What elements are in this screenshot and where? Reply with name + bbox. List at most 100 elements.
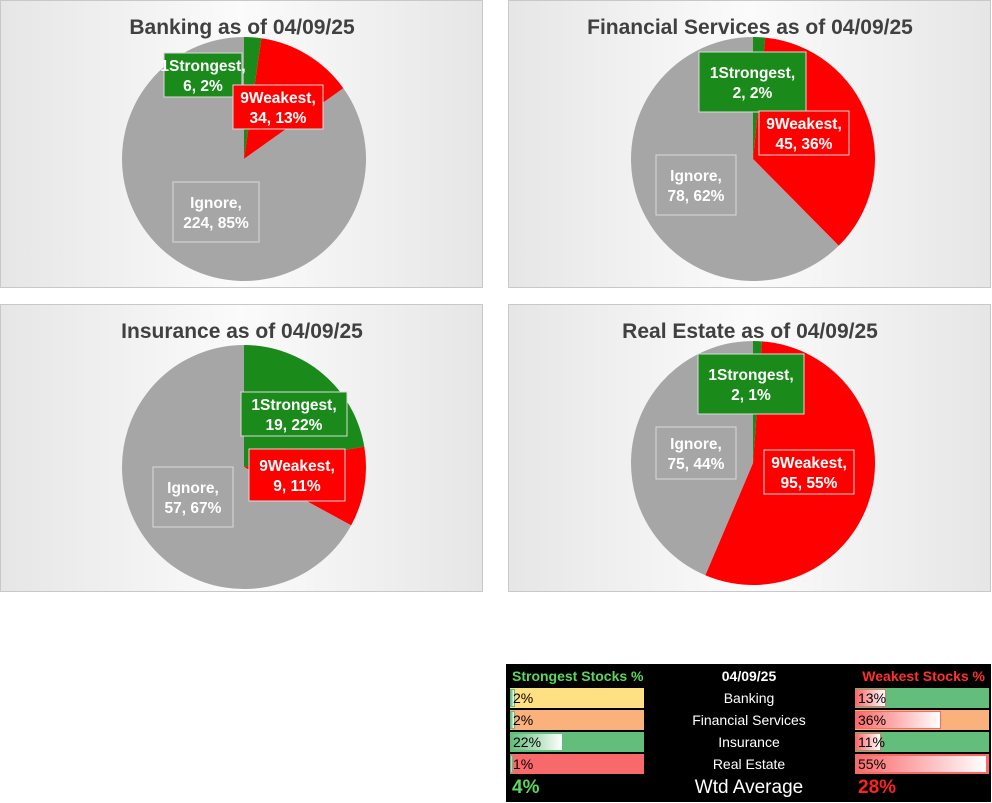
- avg-label: Wtd Average: [694, 777, 804, 798]
- data-label-value: 9, 11%: [273, 478, 321, 495]
- weak-bar: [855, 755, 987, 773]
- weak-value: 13%: [858, 690, 887, 706]
- chart-financial-services: Financial Services as of 04/09/25 1Strong…: [508, 0, 991, 288]
- strong-cell: 2%: [510, 710, 644, 730]
- pie-chart-real-estate: Real Estate as of 04/09/25 1Strongest, 2, …: [622, 320, 878, 586]
- strong-value: 2%: [513, 690, 534, 706]
- summary-average-row: 4% Wtd Average 28%: [508, 776, 989, 800]
- data-label-box: [655, 426, 737, 480]
- data-label-name: 1Strongest,: [251, 397, 336, 414]
- sector-label: Insurance: [646, 732, 852, 752]
- data-label-9weakest: 9Weakest, 45, 36%: [758, 110, 850, 156]
- strong-value: 22%: [513, 734, 542, 750]
- summary-row: 22% Insurance 11%: [508, 732, 989, 753]
- data-label-value: 19, 22%: [266, 417, 323, 434]
- data-label-name: 9Weakest,: [240, 90, 316, 107]
- data-label-box: [152, 466, 234, 528]
- data-label-box: [232, 84, 324, 130]
- summary-row: 2% Banking 13%: [508, 688, 989, 709]
- pie-chart-financial-services: Financial Services as of 04/09/25 1Strong…: [587, 16, 913, 282]
- data-label-ignore: Ignore, 57, 67%: [152, 466, 234, 528]
- strong-value: 1%: [513, 756, 534, 772]
- avg-strong-value: 4%: [512, 777, 540, 798]
- sector-label: Financial Services: [646, 710, 852, 730]
- weak-value: 36%: [858, 712, 887, 728]
- data-label-box: [240, 391, 348, 437]
- data-label-ignore: Ignore, 75, 44%: [655, 426, 737, 480]
- weak-header: Weakest Stocks %: [862, 668, 985, 684]
- sector-label: Real Estate: [646, 754, 852, 774]
- data-label-box: [763, 449, 855, 495]
- data-label-name: Ignore,: [670, 436, 722, 453]
- chart-title: Real Estate as of 04/09/25: [622, 320, 878, 343]
- strong-cell: 2%: [510, 688, 644, 708]
- data-label-value: 78, 62%: [668, 188, 725, 205]
- chart-real-estate: Real Estate as of 04/09/25 1Strongest, 2, …: [508, 304, 991, 592]
- strong-bar: [510, 733, 563, 751]
- pie-chart-insurance: Insurance as of 04/09/25 1Strongest, 19, 2…: [121, 320, 367, 589]
- data-label-name: Ignore,: [167, 480, 219, 497]
- strong-bar: [510, 755, 513, 773]
- chart-title: Insurance as of 04/09/25: [121, 320, 363, 343]
- data-label-1strongest: 1Strongest, 19, 22%: [240, 391, 348, 437]
- data-label-name: 9Weakest,: [259, 458, 335, 475]
- weak-cell: 11%: [855, 732, 989, 752]
- data-label-box: [248, 448, 346, 502]
- data-label-box: [172, 181, 260, 243]
- avg-weak-value: 28%: [858, 777, 897, 798]
- strong-cell: 22%: [510, 732, 644, 752]
- data-label-name: 9Weakest,: [771, 455, 847, 472]
- data-label-9weakest: 9Weakest, 9, 11%: [248, 448, 346, 502]
- data-label-value: 224, 85%: [183, 215, 249, 232]
- strong-value: 2%: [513, 712, 534, 728]
- weak-bar: [855, 711, 941, 729]
- summary-row: 2% Financial Services 36%: [508, 710, 989, 731]
- data-label-box: [655, 154, 737, 216]
- strong-bar: [510, 711, 515, 729]
- data-label-1strongest: 1Strongest, 2, 2%: [698, 51, 807, 113]
- weak-value: 55%: [858, 756, 887, 772]
- chart-insurance: Insurance as of 04/09/25 1Strongest, 19, 2…: [0, 304, 483, 592]
- pie-chart-banking: Banking as of 04/09/25 1Strongest, 6, 2% 9W…: [122, 16, 367, 281]
- data-label-name: Ignore,: [670, 168, 722, 185]
- chart-title: Banking as of 04/09/25: [129, 16, 355, 39]
- chart-title: Financial Services as of 04/09/25: [587, 16, 913, 39]
- data-label-value: 95, 55%: [781, 475, 838, 492]
- pie-slice-ignore: [122, 345, 352, 589]
- summary-table: Strongest Stocks % 04/09/25 Weakest Stoc…: [506, 664, 991, 802]
- data-label-name: Ignore,: [190, 195, 242, 212]
- data-label-value: 57, 67%: [165, 500, 222, 517]
- strong-bar: [510, 689, 515, 707]
- data-label-ignore: Ignore, 224, 85%: [172, 181, 260, 243]
- data-label-value: 6, 2%: [183, 78, 223, 95]
- chart-banking: Banking as of 04/09/25 1Strongest, 6, 2% 9W…: [0, 0, 483, 288]
- data-label-value: 2, 1%: [731, 387, 771, 404]
- data-label-value: 2, 2%: [733, 85, 773, 102]
- strong-cell: 1%: [510, 754, 644, 774]
- data-label-name: 1Strongest,: [710, 65, 795, 82]
- data-label-name: 1Strongest,: [708, 367, 793, 384]
- weak-bar: [855, 689, 886, 707]
- data-label-value: 34, 13%: [250, 110, 307, 127]
- data-label-9weakest: 9Weakest, 34, 13%: [232, 84, 324, 130]
- data-label-1strongest: 1Strongest, 2, 1%: [697, 353, 805, 415]
- sector-label: Banking: [646, 688, 852, 708]
- weak-value: 11%: [858, 734, 885, 750]
- data-label-ignore: Ignore, 78, 62%: [655, 154, 737, 216]
- data-label-name: 9Weakest,: [766, 116, 842, 133]
- weak-cell: 36%: [855, 710, 989, 730]
- strong-header: Strongest Stocks %: [512, 668, 644, 684]
- data-label-name: 1Strongest,: [160, 58, 245, 75]
- weak-cell: 13%: [855, 688, 989, 708]
- data-label-value: 75, 44%: [668, 456, 725, 473]
- data-label-9weakest: 9Weakest, 95, 55%: [763, 449, 855, 495]
- data-label-box: [163, 52, 243, 98]
- summary-date: 04/09/25: [721, 668, 777, 684]
- data-label-1strongest: 1Strongest, 6, 2%: [160, 52, 246, 98]
- summary-header-row: Strongest Stocks % 04/09/25 Weakest Stoc…: [508, 666, 989, 687]
- data-label-value: 45, 36%: [776, 136, 833, 153]
- data-label-box: [758, 110, 850, 156]
- summary-row: 1% Real Estate 55%: [508, 754, 989, 775]
- weak-bar: [855, 733, 881, 751]
- data-label-box: [697, 353, 805, 415]
